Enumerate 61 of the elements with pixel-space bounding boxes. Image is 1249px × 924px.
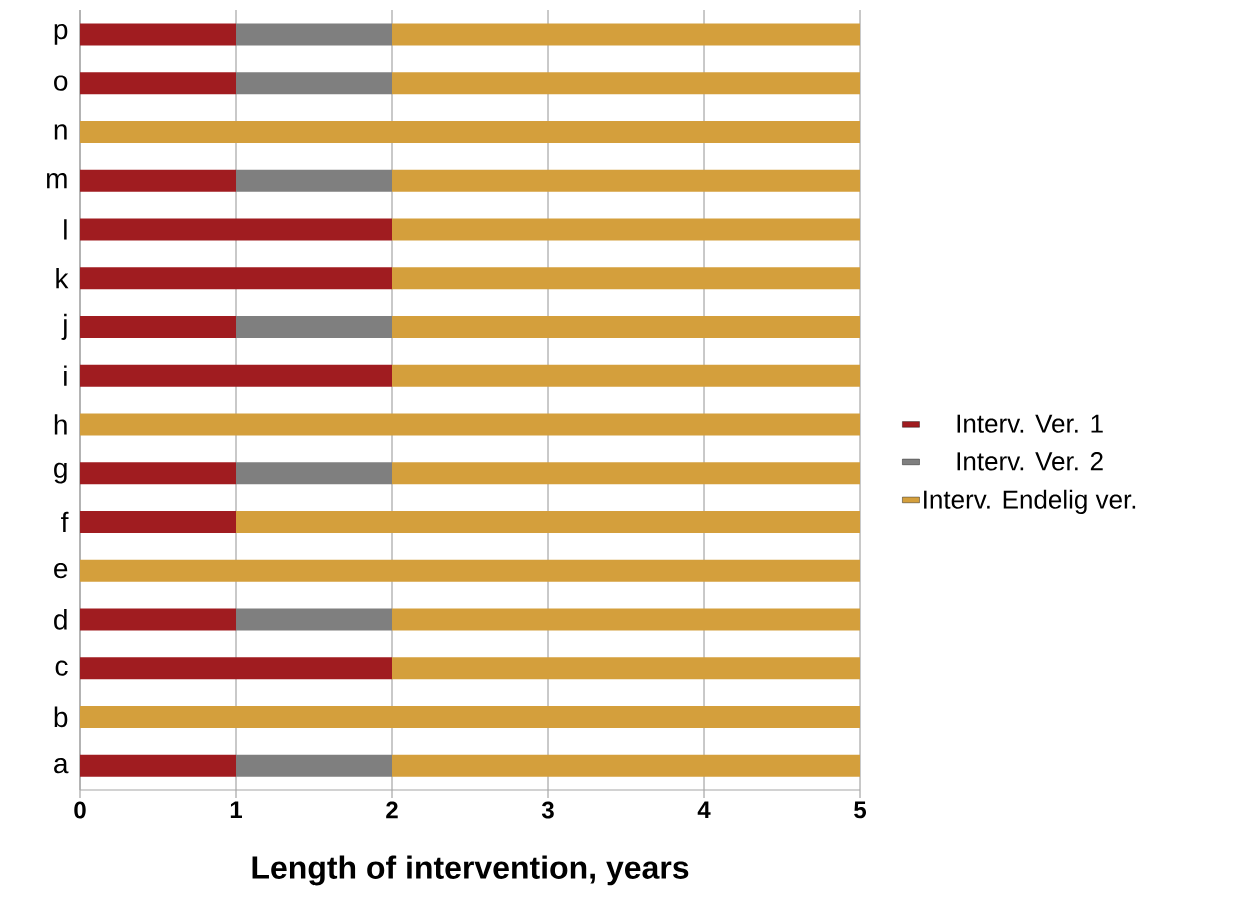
x-tick-label: 1 [230,801,242,819]
bar [236,315,393,338]
bar [392,72,861,95]
bar [80,559,861,582]
y-tick-label: m [47,173,67,189]
x-tick-label: 2 [386,801,398,819]
bar [236,169,393,192]
y-tick-label: k [56,267,69,289]
bar [80,705,861,728]
y-tick-label: d [54,609,67,630]
bar [80,120,861,143]
bar [80,364,393,387]
bar [392,23,861,46]
bar [236,754,393,777]
bar [392,267,861,290]
legend-label: Interv. Ver. 1 [957,414,1103,433]
bar [80,315,237,338]
bar [392,462,861,485]
y-tick-label: b [54,706,68,728]
bar [236,462,393,485]
bar [392,364,861,387]
y-tick-label: p [54,23,68,45]
bar [236,608,393,631]
bar [80,72,237,95]
bar [236,23,393,46]
y-tick-label: l [64,219,67,240]
x-tick-label: 5 [854,801,867,819]
bar [80,169,237,192]
legend-label: Interv. Endelig ver. [924,489,1136,514]
bar [80,218,393,241]
bar [80,267,393,290]
x-tick-label: 0 [74,801,86,819]
bar [80,23,237,46]
bar [236,72,393,95]
bar [392,657,861,680]
bar [392,169,861,192]
bar [80,608,237,631]
x-tick-label: 3 [541,801,554,819]
bar [80,754,237,777]
bar [392,608,861,631]
y-tick-label: c [55,660,68,676]
y-tick-label: j [61,313,67,340]
y-tick-label: i [64,365,67,386]
bar [80,657,393,680]
bar [392,754,861,777]
y-tick-label: g [54,462,67,484]
y-tick-label: a [54,757,69,774]
y-tick-label: h [54,414,67,435]
legend-label: Interv. Ver. 2 [957,452,1103,471]
y-tick-label: e [54,562,68,579]
bar [80,413,861,436]
y-tick-label: n [54,124,67,140]
x-axis-title: Length of intervention, years [252,855,689,886]
bar [392,315,861,338]
bar [80,510,237,533]
bar [236,510,861,533]
x-tick-label: 4 [697,801,711,819]
y-tick-label: f [61,511,69,533]
bar [392,218,861,241]
bar [80,462,237,485]
y-tick-label: o [54,75,68,91]
